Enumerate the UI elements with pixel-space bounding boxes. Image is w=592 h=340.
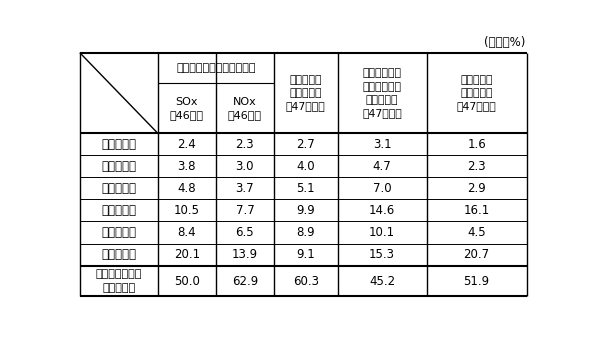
Text: 2.9: 2.9 xyxy=(467,182,486,195)
Text: 7.0: 7.0 xyxy=(373,182,391,195)
Text: 10.5: 10.5 xyxy=(174,204,200,217)
Text: 4.0: 4.0 xyxy=(297,160,315,173)
Text: 電力消費分を
含めた重油消
費量構成比
（47年度）: 電力消費分を 含めた重油消 費量構成比 （47年度） xyxy=(362,68,402,118)
Text: 7.7: 7.7 xyxy=(236,204,254,217)
Text: 2.7: 2.7 xyxy=(297,138,315,151)
Text: 4.7: 4.7 xyxy=(373,160,391,173)
Text: 化　　　学: 化 学 xyxy=(101,204,136,217)
Text: 10.1: 10.1 xyxy=(369,226,395,239)
Text: SOx
（46年）: SOx （46年） xyxy=(170,97,204,120)
Text: エネルギー
消　費　量
（47年度）: エネルギー 消 費 量 （47年度） xyxy=(457,75,497,112)
Text: 45.2: 45.2 xyxy=(369,274,395,288)
Text: 2.3: 2.3 xyxy=(236,138,254,151)
Text: 20.7: 20.7 xyxy=(464,248,490,261)
Text: 20.1: 20.1 xyxy=(173,248,200,261)
Text: 織　　　維: 織 維 xyxy=(101,160,136,173)
Text: 3.0: 3.0 xyxy=(236,160,254,173)
Text: その他の産業・
家庭部門等: その他の産業・ 家庭部門等 xyxy=(96,269,142,293)
Text: 1.6: 1.6 xyxy=(467,138,486,151)
Text: 8.4: 8.4 xyxy=(178,226,196,239)
Text: 8.9: 8.9 xyxy=(297,226,315,239)
Text: 16.1: 16.1 xyxy=(464,204,490,217)
Text: 50.0: 50.0 xyxy=(174,274,200,288)
Text: 9.1: 9.1 xyxy=(297,248,315,261)
Text: 62.9: 62.9 xyxy=(231,274,258,288)
Text: 60.3: 60.3 xyxy=(292,274,318,288)
Text: 51.9: 51.9 xyxy=(464,274,490,288)
Text: 6.5: 6.5 xyxy=(236,226,254,239)
Text: 3.1: 3.1 xyxy=(373,138,391,151)
Text: 2.4: 2.4 xyxy=(178,138,196,151)
Text: 汚染因子推定発生量構成比: 汚染因子推定発生量構成比 xyxy=(176,63,256,73)
Text: 13.9: 13.9 xyxy=(232,248,258,261)
Text: 4.5: 4.5 xyxy=(467,226,486,239)
Text: 重油消費量
構　成　比
（47年度）: 重油消費量 構 成 比 （47年度） xyxy=(286,75,326,112)
Text: NOx
（46年）: NOx （46年） xyxy=(228,97,262,120)
Text: 4.8: 4.8 xyxy=(178,182,196,195)
Text: 15.3: 15.3 xyxy=(369,248,395,261)
Text: 9.9: 9.9 xyxy=(297,204,315,217)
Text: 紙・パルプ: 紙・パルプ xyxy=(101,182,136,195)
Text: 鉄　　　鉱: 鉄 鉱 xyxy=(101,248,136,261)
Text: 2.3: 2.3 xyxy=(467,160,486,173)
Text: (単位　%): (単位 %) xyxy=(484,35,525,49)
Text: 14.6: 14.6 xyxy=(369,204,395,217)
Text: 琀業・土石: 琀業・土石 xyxy=(101,226,136,239)
Text: 3.7: 3.7 xyxy=(236,182,254,195)
Text: 3.8: 3.8 xyxy=(178,160,196,173)
Text: 食　料　品: 食 料 品 xyxy=(101,138,136,151)
Text: 5.1: 5.1 xyxy=(297,182,315,195)
